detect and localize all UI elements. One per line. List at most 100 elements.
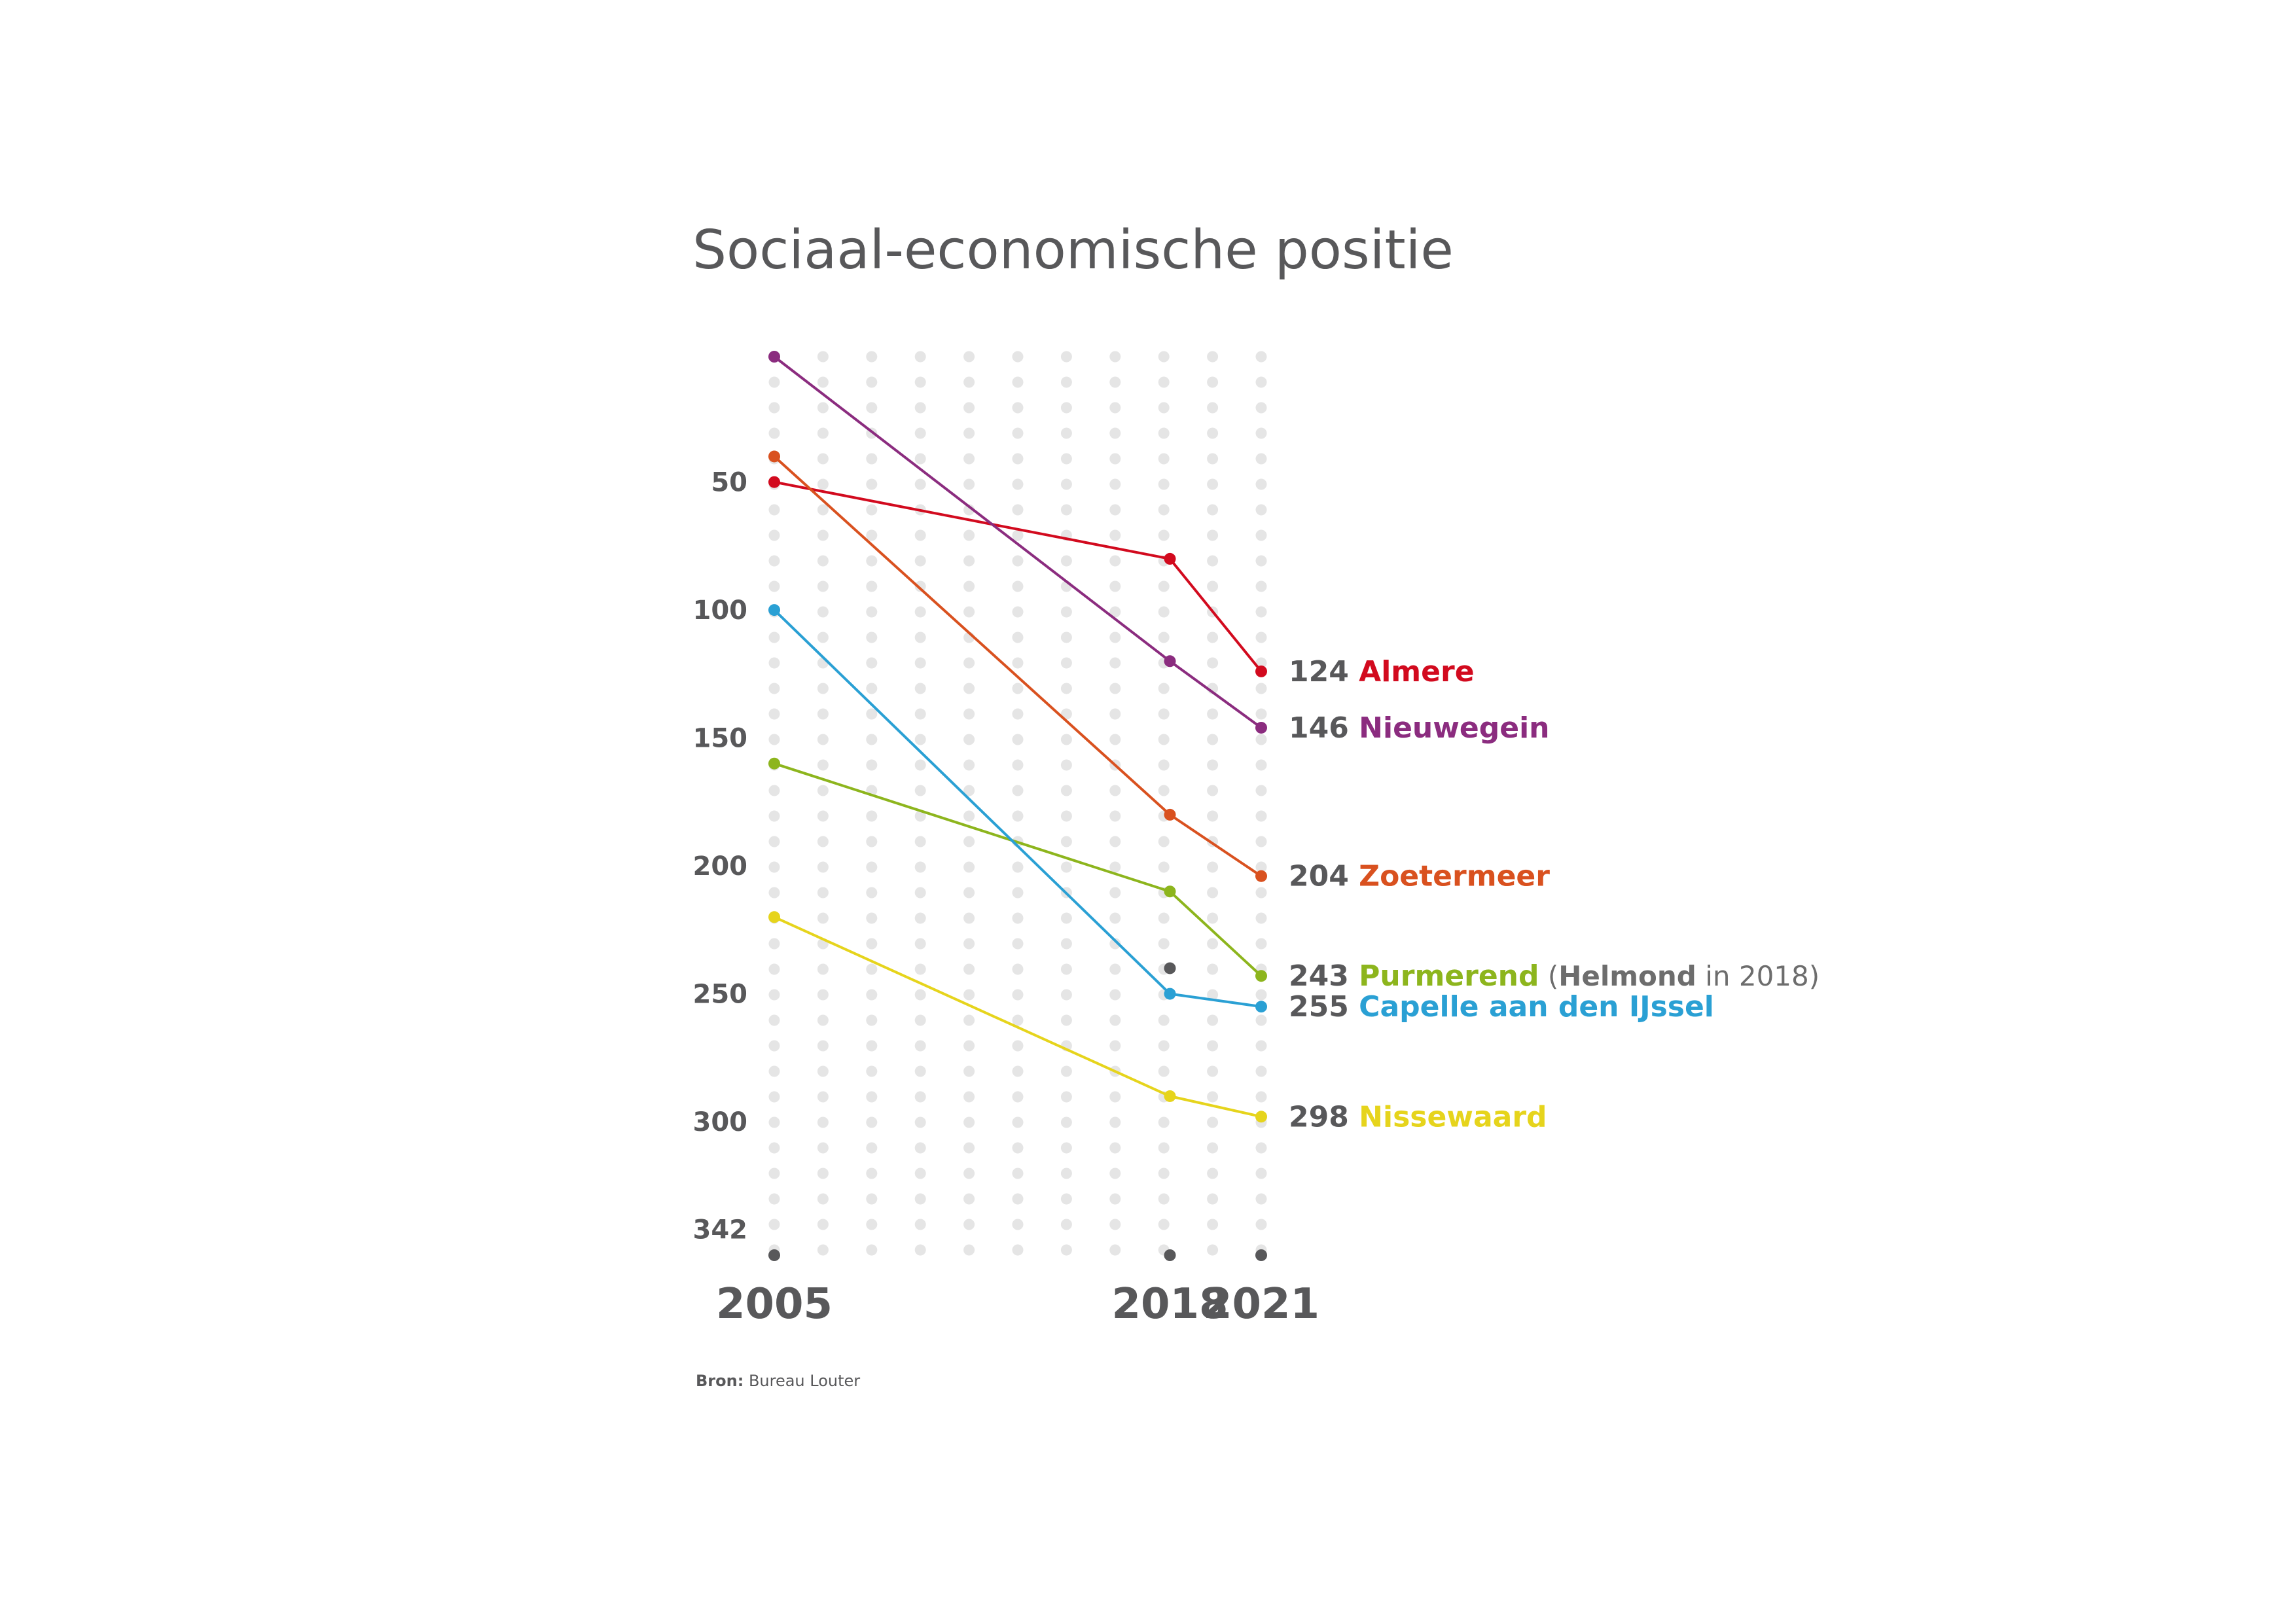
- grid-dot: [1012, 785, 1024, 796]
- grid-dot: [1158, 759, 1170, 771]
- note-name: Helmond: [1558, 960, 1696, 992]
- grid-dot: [1255, 861, 1267, 873]
- grid-dot: [1060, 427, 1072, 439]
- grid-dot: [914, 1065, 926, 1077]
- grid-dot: [1060, 351, 1072, 363]
- grid-dot: [1109, 402, 1121, 414]
- data-point: [1255, 1111, 1267, 1123]
- grid-dot: [914, 938, 926, 950]
- grid-dot: [817, 376, 829, 388]
- grid-dot: [817, 580, 829, 592]
- note-open: (: [1539, 960, 1559, 992]
- grid-dot: [1207, 478, 1219, 490]
- grid-dot: [817, 632, 829, 643]
- grid-dot: [817, 1091, 829, 1103]
- grid-dot: [1255, 683, 1267, 694]
- grid-dot: [1060, 657, 1072, 669]
- grid-dot: [963, 453, 975, 465]
- data-point: [1255, 721, 1267, 734]
- grid-dot: [1012, 1116, 1024, 1128]
- grid-dot: [1109, 938, 1121, 950]
- extra-points: [1164, 962, 1176, 974]
- grid-dot: [1158, 1168, 1170, 1179]
- series-name: Zoetermeer: [1359, 860, 1550, 893]
- grid-dot: [1255, 555, 1267, 567]
- grid-dot: [963, 1065, 975, 1077]
- grid-dot: [1109, 427, 1121, 439]
- grid-dot: [1109, 1142, 1121, 1154]
- grid-dot: [963, 351, 975, 363]
- grid-dot: [1255, 351, 1267, 363]
- data-point: [768, 757, 780, 770]
- end-value: 204: [1289, 860, 1359, 893]
- grid-dot: [817, 529, 829, 541]
- grid-dot: [914, 555, 926, 567]
- grid-dot: [1255, 1065, 1267, 1077]
- grid-dot: [1060, 938, 1072, 950]
- grid-dot: [817, 989, 829, 1001]
- grid-dot: [963, 887, 975, 899]
- grid-dot: [866, 887, 878, 899]
- grid-dot: [866, 1244, 878, 1256]
- grid-dot: [1255, 1091, 1267, 1103]
- grid-dot: [1207, 989, 1219, 1001]
- grid-dot: [914, 632, 926, 643]
- grid-dot: [1060, 683, 1072, 694]
- grid-dot: [914, 1116, 926, 1128]
- grid-dot: [768, 580, 780, 592]
- grid-dot: [768, 887, 780, 899]
- grid-dot: [1012, 657, 1024, 669]
- grid-dot: [817, 606, 829, 618]
- grid-dot: [963, 1014, 975, 1026]
- grid-dot: [1207, 1244, 1219, 1256]
- grid-dot: [1207, 1065, 1219, 1077]
- grid-dot: [963, 963, 975, 975]
- grid-dot: [817, 351, 829, 363]
- grid-dot: [914, 759, 926, 771]
- grid-dot: [817, 708, 829, 720]
- grid-dot: [1109, 1014, 1121, 1026]
- grid-dot: [914, 427, 926, 439]
- grid-dot: [1109, 1244, 1121, 1256]
- grid-dot: [1207, 785, 1219, 796]
- grid-dot: [1255, 402, 1267, 414]
- grid-dot: [914, 1244, 926, 1256]
- x-tick-dot: [1255, 1249, 1267, 1261]
- grid-dot: [1012, 555, 1024, 567]
- grid-dot: [1012, 504, 1024, 516]
- grid-dot: [1109, 478, 1121, 490]
- grid-dot: [1012, 1091, 1024, 1103]
- grid-dot: [1109, 1219, 1121, 1230]
- grid-dot: [1012, 580, 1024, 592]
- grid-dot: [963, 427, 975, 439]
- grid-dot: [1255, 759, 1267, 771]
- grid-dot: [963, 785, 975, 796]
- end-value: 146: [1289, 711, 1359, 745]
- grid-dot: [1255, 734, 1267, 745]
- grid-dot: [1109, 836, 1121, 847]
- data-point: [768, 476, 780, 488]
- grid-dot: [866, 1116, 878, 1128]
- grid-dot: [1158, 1219, 1170, 1230]
- grid-dot: [963, 759, 975, 771]
- grid-dot: [1060, 555, 1072, 567]
- grid-dot: [1158, 351, 1170, 363]
- grid-dot: [1207, 453, 1219, 465]
- grid-dot: [768, 708, 780, 720]
- grid-dot: [963, 1040, 975, 1052]
- data-point: [1164, 988, 1176, 1000]
- grid-dot: [1060, 504, 1072, 516]
- grid-dot: [866, 402, 878, 414]
- source-label: Bron:: [696, 1372, 744, 1390]
- grid-dot: [866, 1142, 878, 1154]
- grid-dot: [1158, 606, 1170, 618]
- grid-dot: [1012, 402, 1024, 414]
- series-name: Nissewaard: [1359, 1100, 1547, 1133]
- grid-dot: [1060, 785, 1072, 796]
- source-text: Bureau Louter: [744, 1372, 860, 1390]
- grid-dot: [768, 989, 780, 1001]
- data-point: [1164, 655, 1176, 668]
